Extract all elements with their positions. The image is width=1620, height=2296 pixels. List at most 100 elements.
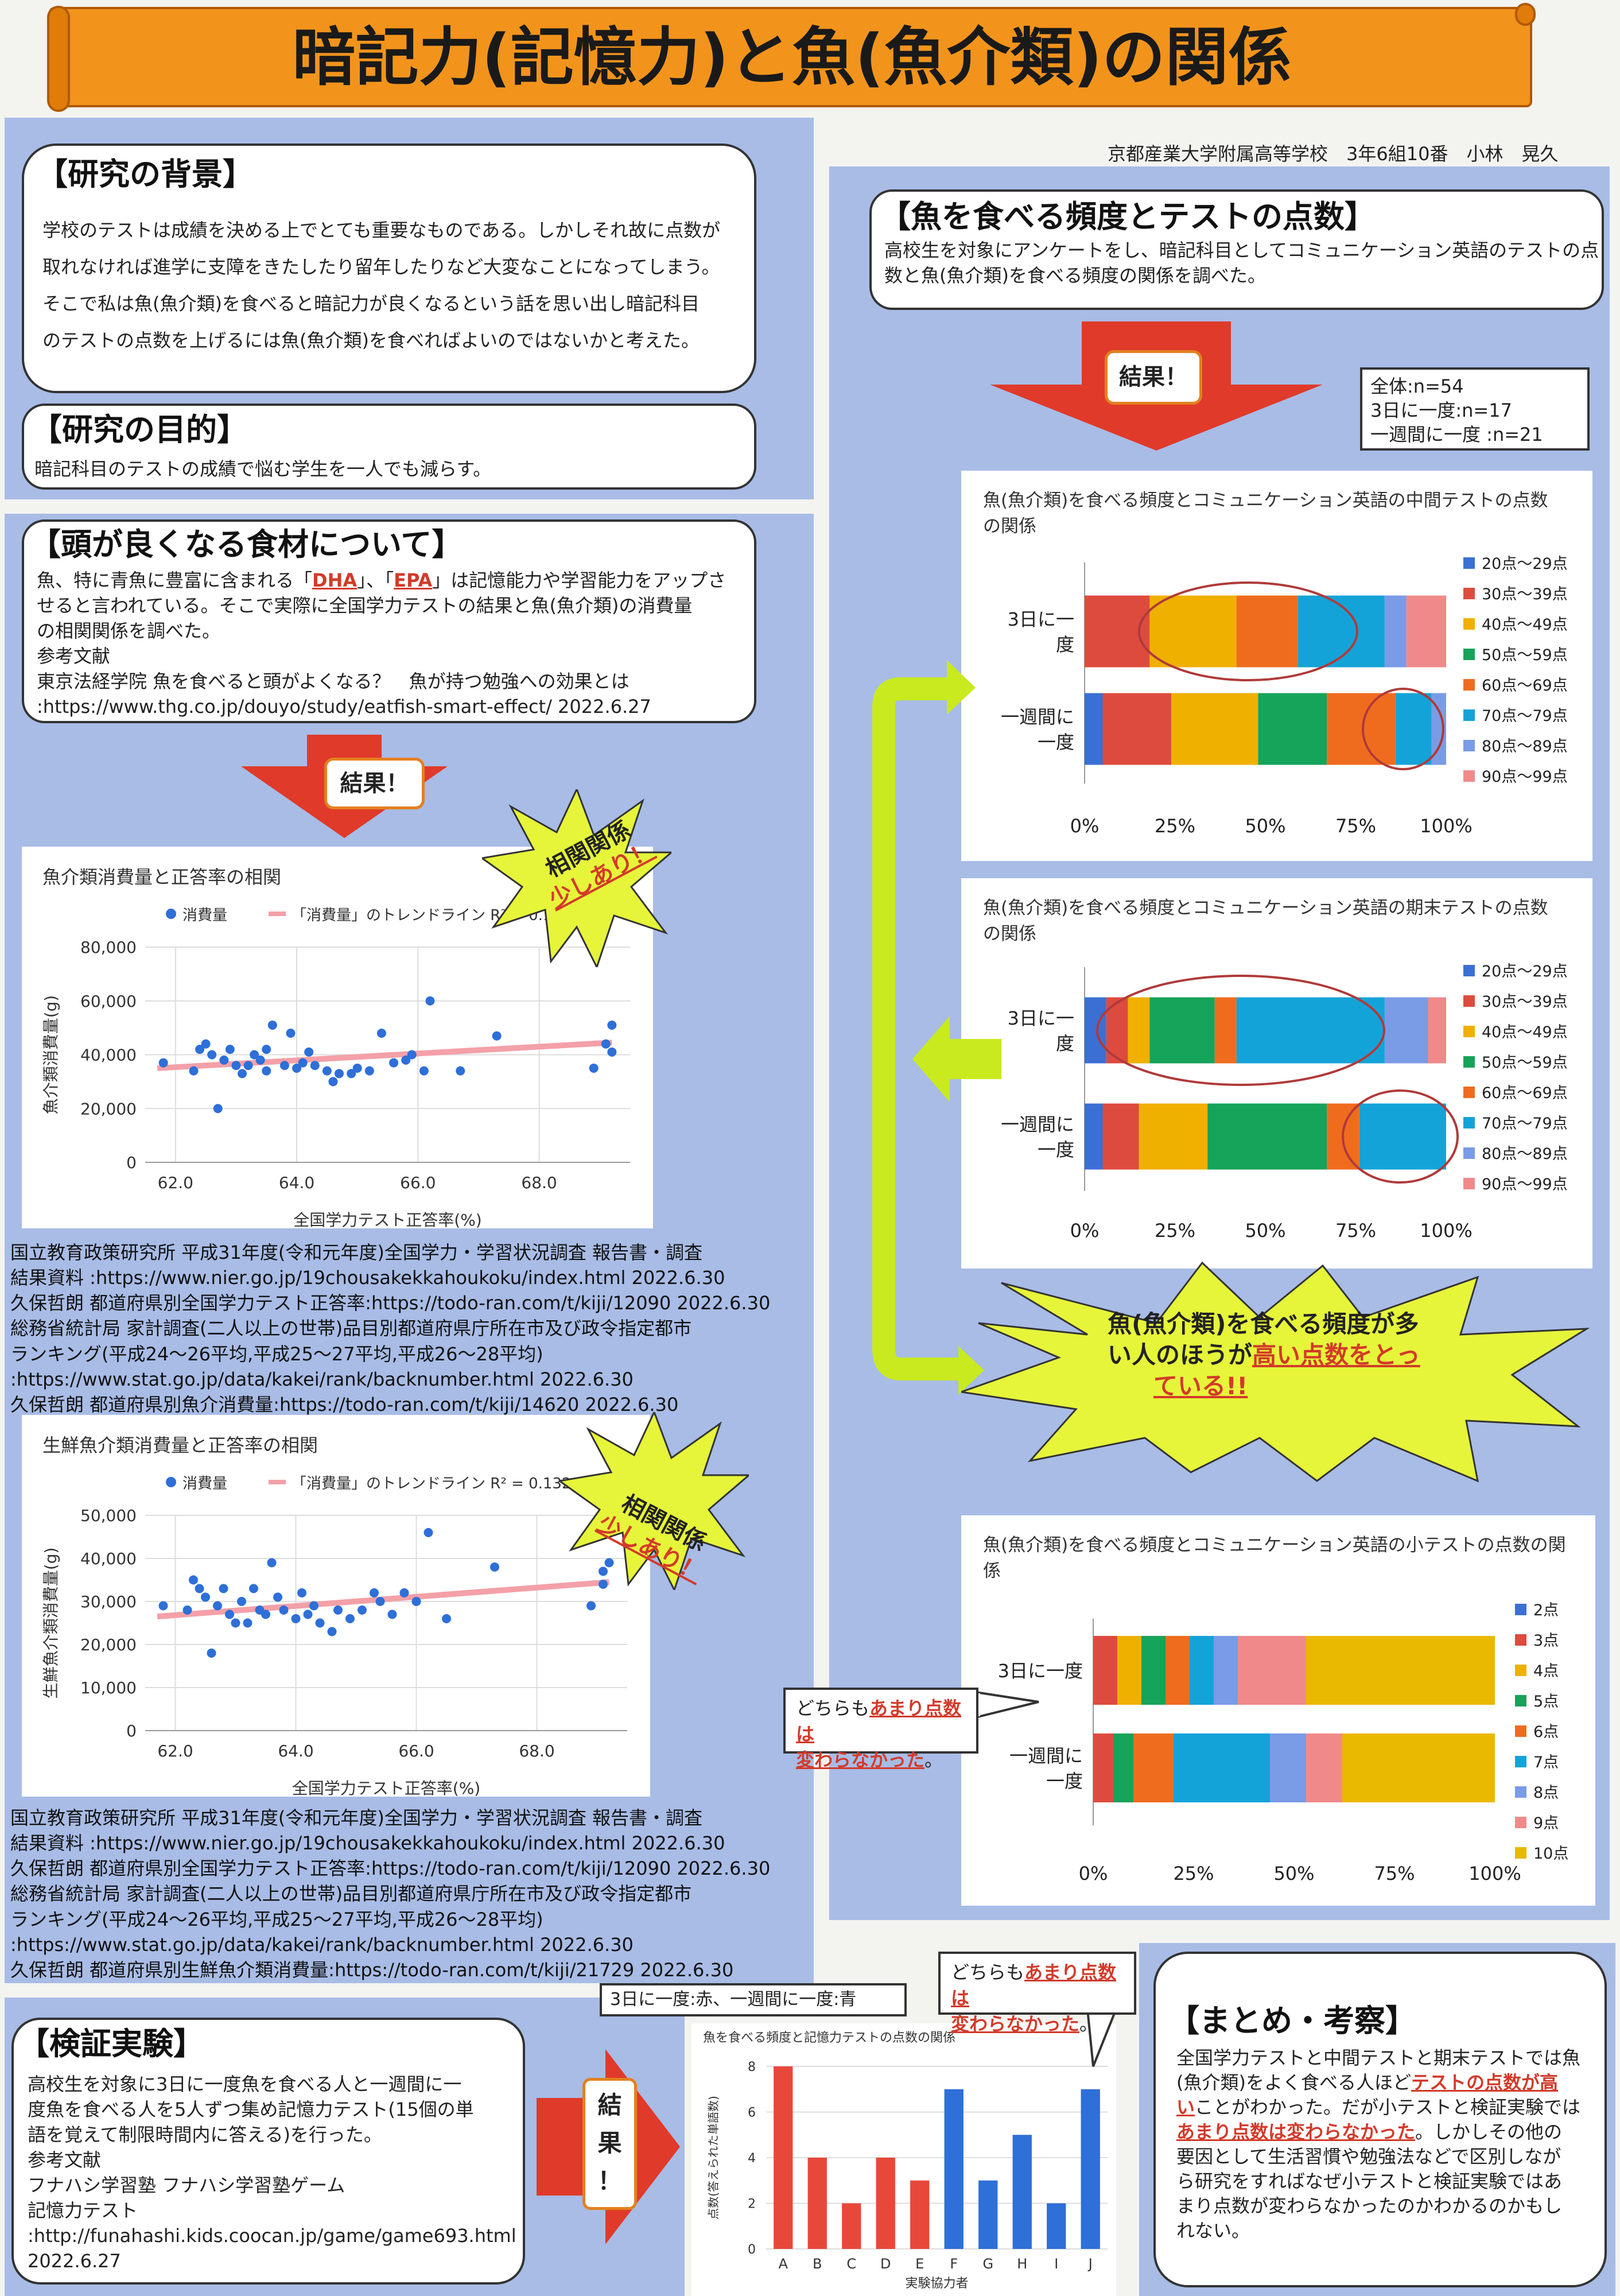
data-point <box>267 1020 277 1030</box>
fish-freq-box: 【魚を食べる頻度とテストの点数】 高校生を対象にアンケートをし、暗記科目としてコ… <box>869 189 1604 310</box>
chart-title: 魚(魚介類)を食べる頻度とコミュニケーション英語の中間テストの点数の関係 <box>983 490 1548 537</box>
x-tick-label: 66.0 <box>400 1173 436 1192</box>
category-label: 3日に一 <box>1008 608 1074 630</box>
data-point <box>267 1558 277 1568</box>
x-axis-label: 全国学力テスト正答率(%) <box>293 1211 481 1228</box>
bar-segment <box>1166 1636 1190 1705</box>
chart-title: 魚(魚介類)を食べる頻度とコミュニケーション英語の小テストの点数の関係 <box>983 1535 1566 1581</box>
memory-test-bar-chart: 0 2 4 6 8 A B C D E F G H I J 実験協力者 点数(答えられた単語数) <box>706 2060 1108 2291</box>
title-banner <box>49 7 1532 107</box>
bar-segment <box>1085 693 1103 765</box>
x-tick-label: G <box>982 2256 993 2272</box>
data-point <box>189 1066 199 1076</box>
bar-segment <box>1214 1636 1238 1705</box>
background-text: 学校のテストは成績を決める上でとても重要なものである。しかしそれ故に点数が 取れ… <box>42 219 721 351</box>
summary-text: 全国学力テストと中間テストと期末テストでは魚 (魚介類)をよく食べる人ほどテスト… <box>1176 2047 1581 2241</box>
data-point <box>492 1031 502 1041</box>
x-tick-label: H <box>1017 2256 1027 2272</box>
y-tick-label: 4 <box>748 2151 756 2166</box>
data-point <box>601 1039 611 1049</box>
bar-segment <box>1190 1636 1214 1705</box>
category-label: 度 <box>1056 1033 1074 1054</box>
x-tick-label: D <box>880 2256 891 2272</box>
bar <box>1081 2089 1100 2249</box>
data-point <box>424 1528 433 1537</box>
data-point <box>322 1066 332 1076</box>
data-point <box>315 1618 325 1628</box>
bar-segment <box>1258 693 1327 765</box>
bar <box>1047 2203 1066 2249</box>
category-label: 一週間に <box>1001 1114 1074 1135</box>
data-point <box>364 1066 374 1076</box>
data-point <box>456 1066 465 1076</box>
y-tick-label: 20,000 <box>80 1099 137 1118</box>
legend-swatch <box>1463 1147 1475 1159</box>
data-point <box>219 1055 229 1065</box>
legend-swatch <box>1515 1847 1526 1859</box>
data-point <box>327 1627 337 1636</box>
x-tick-label: C <box>846 2256 856 2272</box>
data-point <box>237 1597 246 1606</box>
category-label: 3日に一 <box>1008 1007 1074 1029</box>
legend-label: 20点〜29点 <box>1482 963 1568 980</box>
x-tick-label: F <box>950 2256 958 2272</box>
data-point <box>399 1588 409 1597</box>
bar-segment <box>1306 1636 1495 1705</box>
bar-segment <box>1085 1103 1103 1170</box>
bar-segment <box>1117 1636 1141 1705</box>
callout-experiment: どちらもあまり点数は 変わらなかった。 <box>938 1952 1136 2035</box>
legend-swatch <box>1463 1056 1475 1068</box>
category-label: 度 <box>1056 634 1074 656</box>
x-tick-label: 0% <box>1079 1863 1108 1884</box>
chart-title: 魚(魚介類)を食べる頻度とコミュニケーション英語の期末テストの点数の関係 <box>983 898 1548 944</box>
bar-segment <box>1149 997 1215 1064</box>
bar <box>910 2180 930 2249</box>
banner-scroll-right <box>1515 3 1536 26</box>
bar-segment <box>1395 693 1432 765</box>
legend-swatch <box>1515 1725 1526 1737</box>
data-point <box>358 1605 367 1615</box>
legend-swatch <box>1515 1786 1526 1798</box>
data-point <box>304 1047 314 1057</box>
x-tick-label: 64.0 <box>279 1173 314 1192</box>
legend-swatch <box>1515 1665 1526 1676</box>
category-label: 一週間に <box>1009 1745 1083 1767</box>
data-point <box>586 1601 596 1611</box>
x-tick-label: 50% <box>1245 1220 1285 1242</box>
data-point <box>249 1584 258 1593</box>
bar <box>978 2180 998 2249</box>
bar-segment <box>1102 1103 1139 1170</box>
legend-label: 9点 <box>1533 1814 1559 1832</box>
data-point <box>419 1066 429 1076</box>
y-tick-label: 2 <box>748 2197 756 2212</box>
bar <box>876 2158 895 2249</box>
legend-swatch <box>1515 1634 1526 1646</box>
epa-term: EPA <box>394 569 433 591</box>
bar-segment <box>1327 693 1396 765</box>
x-tick-label: 100% <box>1469 1863 1521 1884</box>
bar-segment <box>1113 1733 1133 1802</box>
star-main-text: 魚(魚介類)を食べる頻度が多 い人のほうが高い点数をとっ ている!! <box>1108 1310 1420 1400</box>
bar-segment <box>1297 595 1385 668</box>
legend-swatch <box>1463 588 1475 599</box>
y-axis-label: 点数(答えられた単語数) <box>706 2096 720 2220</box>
data-point <box>262 1045 271 1054</box>
x-tick-label: 50% <box>1245 815 1285 837</box>
highlight-ellipse <box>1362 688 1444 770</box>
background-box: 【研究の背景】 学校のテストは成績を決める上でとても重要なものである。しかしそれ… <box>22 144 756 393</box>
legend-swatch <box>1515 1817 1526 1828</box>
scatter-plot-2: 消費量 「消費量」のトレンドライン R² = 0.132 0 10,000 20,000… <box>41 1475 627 1797</box>
x-tick-label: 68.0 <box>521 1173 557 1192</box>
star-burst-corr-1 <box>482 789 671 967</box>
x-tick-label: 75% <box>1335 1220 1376 1242</box>
data-point <box>255 1055 265 1065</box>
legend-swatch <box>1463 709 1475 721</box>
data-point <box>231 1618 240 1628</box>
legend-marker <box>166 909 176 919</box>
data-point <box>262 1066 271 1076</box>
y-tick-label: 60,000 <box>80 992 137 1011</box>
result-label-right: 結果！ <box>1105 350 1202 405</box>
data-point <box>250 1050 259 1060</box>
